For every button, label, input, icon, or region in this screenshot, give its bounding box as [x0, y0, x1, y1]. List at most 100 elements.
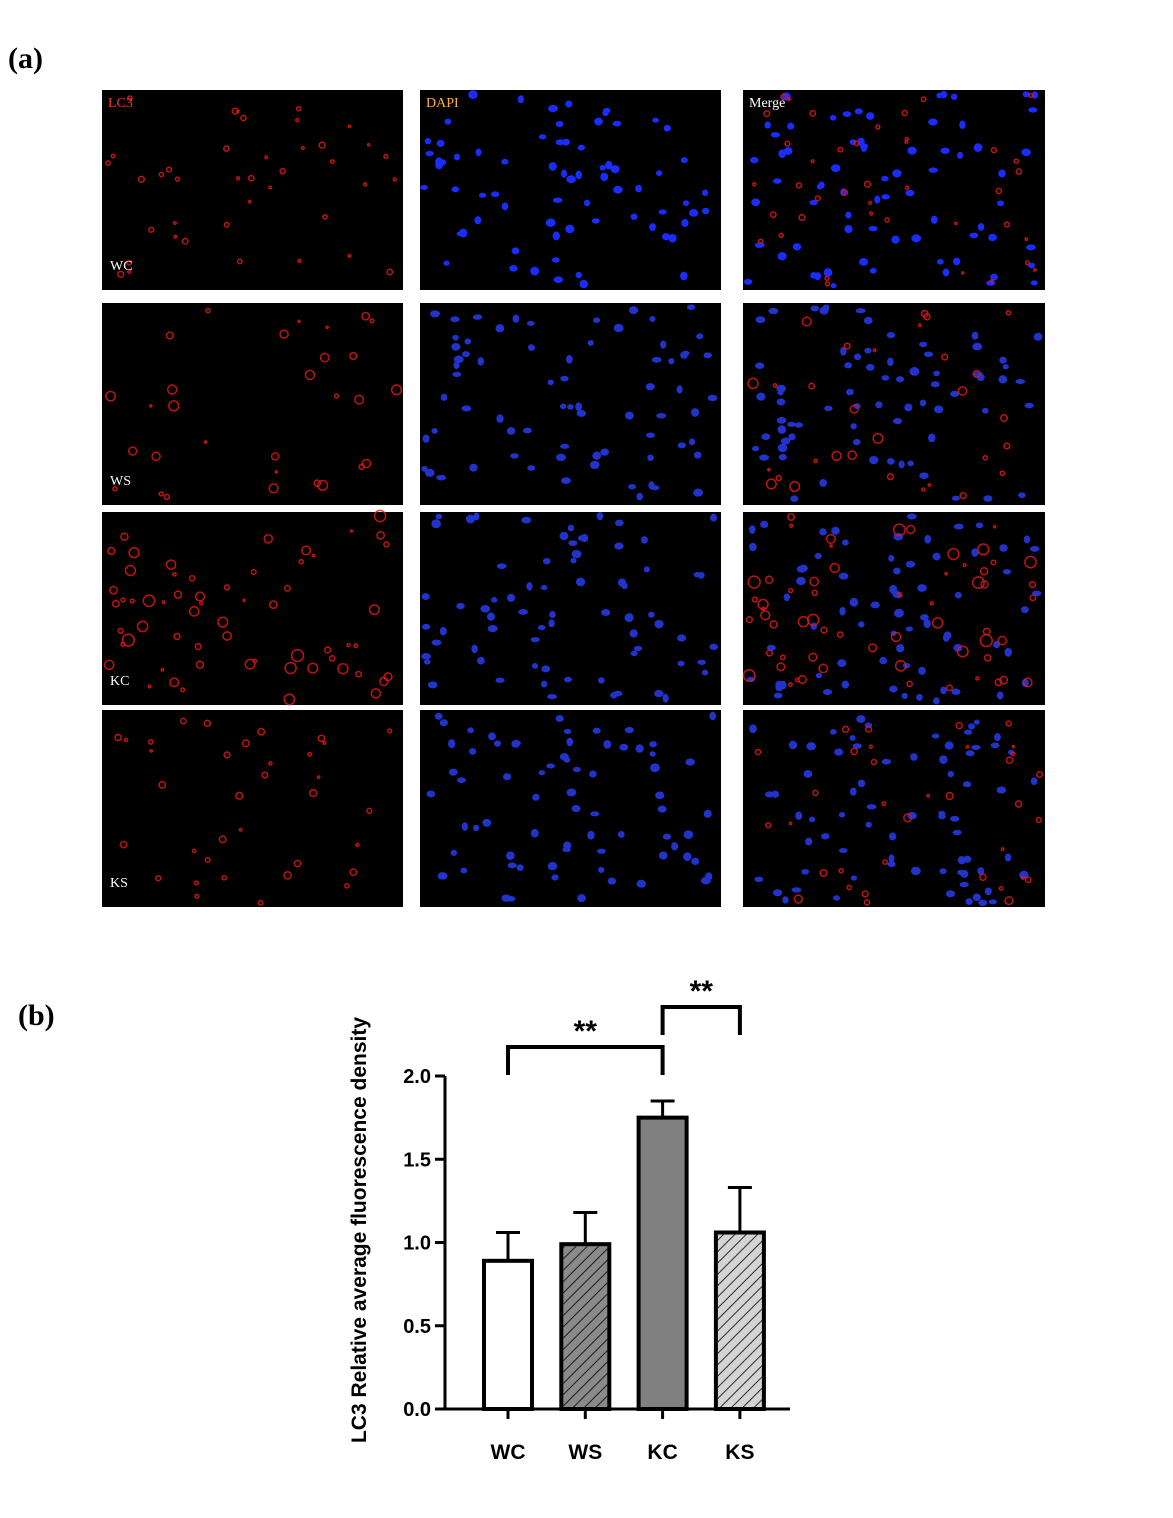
- nucleus: [801, 869, 810, 875]
- lc3-signal: [890, 631, 902, 643]
- lc3-signal: [304, 369, 316, 381]
- nucleus: [998, 169, 1006, 178]
- nucleus: [969, 232, 979, 239]
- nucleus: [538, 134, 547, 140]
- lc3-signal: [926, 793, 931, 798]
- nucleus: [703, 352, 713, 359]
- nucleus: [856, 715, 866, 723]
- nucleus: [563, 728, 572, 734]
- nucleus: [555, 120, 564, 128]
- lc3-signal: [983, 654, 992, 662]
- nucleus: [905, 189, 915, 197]
- lc3-signal: [169, 677, 180, 688]
- nucleus: [910, 753, 918, 761]
- nucleus: [957, 869, 966, 876]
- lc3-signal: [1015, 168, 1023, 175]
- lc3-signal: [757, 598, 769, 611]
- nucleus: [431, 428, 438, 434]
- micrograph: [102, 512, 403, 705]
- lc3-signal: [747, 377, 759, 390]
- nucleus: [881, 375, 890, 381]
- nucleus: [545, 218, 556, 227]
- nucleus: [565, 224, 575, 234]
- nucleus: [537, 624, 546, 631]
- channel-label: DAPI: [426, 96, 459, 111]
- lc3-signal: [868, 211, 874, 216]
- lc3-signal: [765, 649, 774, 657]
- lc3-signal: [882, 859, 889, 865]
- nucleus: [591, 218, 600, 224]
- lc3-signal: [829, 562, 840, 574]
- lc3-signal: [956, 645, 969, 658]
- nucleus: [830, 164, 841, 173]
- lc3-signal: [1036, 771, 1044, 779]
- nucleus: [702, 207, 710, 215]
- nucleus: [773, 889, 783, 897]
- nucleus: [868, 225, 878, 232]
- nucleus: [816, 183, 824, 190]
- lc3-signal: [370, 688, 382, 699]
- lc3-signal: [112, 485, 118, 492]
- nucleus: [965, 750, 975, 757]
- lc3-signal: [188, 606, 200, 617]
- nucleus: [950, 93, 958, 100]
- nucleus: [598, 866, 605, 874]
- lc3-signal: [349, 351, 358, 361]
- lc3-signal: [147, 684, 152, 689]
- nucleus: [655, 170, 663, 177]
- lc3-signal: [124, 564, 137, 577]
- lc3-signal: [1029, 594, 1037, 602]
- nucleus: [581, 533, 589, 543]
- lc3-signal: [110, 153, 116, 159]
- lc3-signal: [223, 221, 230, 228]
- nucleus: [450, 849, 458, 856]
- nucleus: [892, 169, 902, 178]
- lc3-signal: [366, 142, 371, 147]
- lc3-signal: [107, 546, 116, 556]
- nucleus: [975, 522, 984, 529]
- nucleus: [850, 423, 857, 430]
- lc3-signal: [894, 659, 907, 672]
- nucleus: [917, 584, 927, 592]
- nucleus: [475, 148, 482, 157]
- lc3-signal: [120, 597, 126, 603]
- lc3-signal: [205, 307, 211, 314]
- nucleus: [849, 735, 856, 741]
- lc3-signal: [298, 558, 305, 565]
- nucleus: [823, 268, 833, 278]
- nucleus: [971, 331, 979, 340]
- nucleus: [420, 185, 428, 191]
- nucleus: [439, 719, 448, 727]
- lc3-signal: [837, 146, 844, 153]
- group-label: WS: [110, 474, 131, 489]
- nucleus: [565, 100, 573, 108]
- nucleus: [819, 479, 828, 487]
- nucleus: [931, 733, 940, 739]
- nucleus: [640, 536, 648, 544]
- nucleus: [978, 899, 988, 907]
- nucleus: [526, 582, 533, 591]
- lc3-signal: [180, 687, 186, 693]
- nucleus: [649, 751, 656, 757]
- lc3-signal: [1011, 744, 1016, 749]
- nucleus: [904, 403, 913, 412]
- lc3-signal: [813, 458, 819, 464]
- nucleus: [495, 677, 505, 683]
- nucleus: [602, 109, 609, 117]
- nucleus: [424, 468, 435, 477]
- lc3-signal: [244, 658, 256, 670]
- nucleus: [857, 779, 866, 788]
- nucleus: [887, 457, 895, 465]
- lc3-signal: [193, 880, 200, 886]
- nucleus: [453, 355, 464, 364]
- nucleus: [589, 460, 600, 470]
- lc3-signal: [787, 587, 794, 594]
- nucleus: [996, 786, 1007, 794]
- lc3-signal: [279, 167, 286, 175]
- nucleus: [696, 333, 704, 340]
- lc3-signal: [789, 523, 794, 529]
- y-tick-label: 1.5: [403, 1149, 431, 1171]
- nucleus: [976, 373, 985, 382]
- lc3-signal: [179, 717, 187, 725]
